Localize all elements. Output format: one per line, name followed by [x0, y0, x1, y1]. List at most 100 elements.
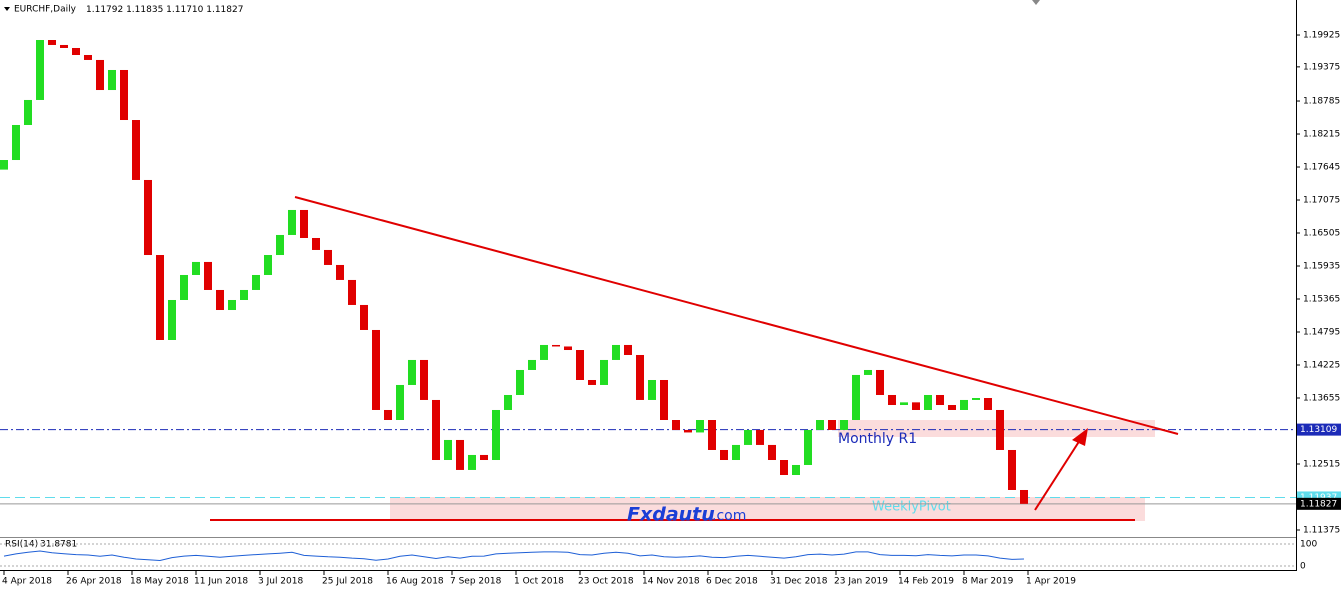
x-tick-label: 1 Apr 2019 [1026, 577, 1076, 587]
candle-body [132, 120, 140, 180]
candle-body [672, 420, 680, 430]
candle-body [744, 429, 752, 445]
candle-body [732, 444, 740, 461]
y-tick-label: 1.19925 [1303, 31, 1340, 41]
candle-body [240, 289, 248, 300]
candle-body [276, 234, 284, 256]
level-label: 1.11827 [1300, 499, 1337, 509]
x-tick-label: 3 Jul 2018 [258, 577, 303, 587]
candle-body [456, 439, 464, 470]
candle-body [432, 399, 440, 461]
candle-body [924, 394, 932, 410]
candle-body [372, 329, 380, 410]
level-label: 1.13109 [1300, 425, 1337, 435]
candle-body [288, 209, 296, 235]
candle-body [420, 359, 428, 400]
x-tick-label: 23 Jan 2019 [834, 577, 888, 587]
candle-body [264, 255, 272, 275]
menu-icon [4, 7, 10, 11]
y-tick-label: 1.12515 [1303, 459, 1340, 469]
candle-body [948, 405, 956, 410]
candle-body [348, 279, 356, 305]
arrow-head [1072, 428, 1088, 446]
candle-body [468, 454, 476, 470]
support-zone [390, 497, 1145, 521]
candle-body [360, 304, 368, 330]
candle-body [336, 264, 344, 280]
quote: 1.11792 1.11835 1.11710 1.11827 [86, 5, 243, 15]
candle-body [444, 439, 452, 461]
candle-body [120, 69, 128, 121]
y-tick-label: 1.14225 [1303, 361, 1340, 371]
candle-body [972, 398, 980, 400]
candle-body [636, 354, 644, 400]
y-tick-label: 1.18215 [1303, 130, 1340, 140]
candle-body [720, 449, 728, 461]
candle-body [600, 359, 608, 385]
candle-body [816, 420, 824, 430]
x-tick-label: 8 Mar 2019 [962, 577, 1014, 587]
y-tick-label: 1.16505 [1303, 229, 1340, 239]
trendline [294, 196, 1179, 435]
candle-body [864, 369, 872, 375]
candle-body [24, 99, 32, 125]
y-tick-label: 1.15935 [1303, 262, 1340, 272]
candle-body [492, 409, 500, 461]
candle-body [540, 344, 548, 360]
candle-body [144, 179, 152, 256]
y-tick-label: 1.17645 [1303, 163, 1340, 173]
candle-body [852, 374, 860, 421]
candle-body [792, 464, 800, 475]
candle-body [192, 261, 200, 275]
candle-body [840, 420, 848, 430]
candle-body [624, 344, 632, 355]
candle-body [660, 379, 668, 421]
x-tick-label: 25 Jul 2018 [322, 577, 373, 587]
candle-body [96, 59, 104, 91]
y-tick-label: 1.14795 [1303, 328, 1340, 338]
candle-body [312, 237, 320, 250]
x-tick-label: 31 Dec 2018 [770, 577, 828, 587]
candle-body [552, 344, 560, 347]
x-tick-label: 14 Nov 2018 [642, 577, 700, 587]
candles [0, 40, 1028, 504]
rsi-line [3, 550, 1025, 562]
candle-body [984, 398, 992, 410]
candle-body [84, 54, 92, 60]
symbol: EURCHF,Daily [14, 5, 77, 15]
candle-body [168, 299, 176, 340]
y-tick-label: 1.15365 [1303, 295, 1340, 305]
x-tick-label: 7 Sep 2018 [450, 577, 502, 587]
candle-body [576, 350, 584, 380]
quote-value: 1.11792 [86, 5, 126, 15]
candle-body [252, 274, 260, 290]
y-tick-label: 1.19375 [1303, 62, 1340, 72]
candle-body [804, 429, 812, 465]
candle-body [528, 359, 536, 370]
candle-body [828, 420, 836, 430]
candle-body [300, 209, 308, 238]
candle-body [504, 394, 512, 410]
x-tick-label: 16 Aug 2018 [386, 577, 444, 587]
candle-body [0, 160, 8, 170]
candle-body [516, 369, 524, 395]
arrow [1034, 439, 1081, 511]
x-tick-label: 26 Apr 2018 [66, 577, 122, 587]
candle-body [216, 289, 224, 311]
candle-body [180, 274, 188, 300]
level-name: Monthly R1 [838, 431, 917, 447]
x-tick-label: 6 Dec 2018 [706, 577, 758, 587]
candle-body [36, 40, 44, 100]
candle-body [1008, 449, 1016, 490]
candle-body [228, 299, 236, 311]
x-tick-label: 18 May 2018 [130, 577, 189, 587]
y-tick-label: 1.17075 [1303, 196, 1340, 206]
x-tick-label: 11 Jun 2018 [194, 577, 248, 587]
candle-body [588, 379, 596, 385]
candle-body [756, 429, 764, 445]
y-tick-label: 1.13655 [1303, 394, 1340, 404]
candle-body [108, 69, 116, 91]
rsi-tick-label: 100 [1300, 539, 1317, 549]
candle-body [48, 40, 56, 45]
